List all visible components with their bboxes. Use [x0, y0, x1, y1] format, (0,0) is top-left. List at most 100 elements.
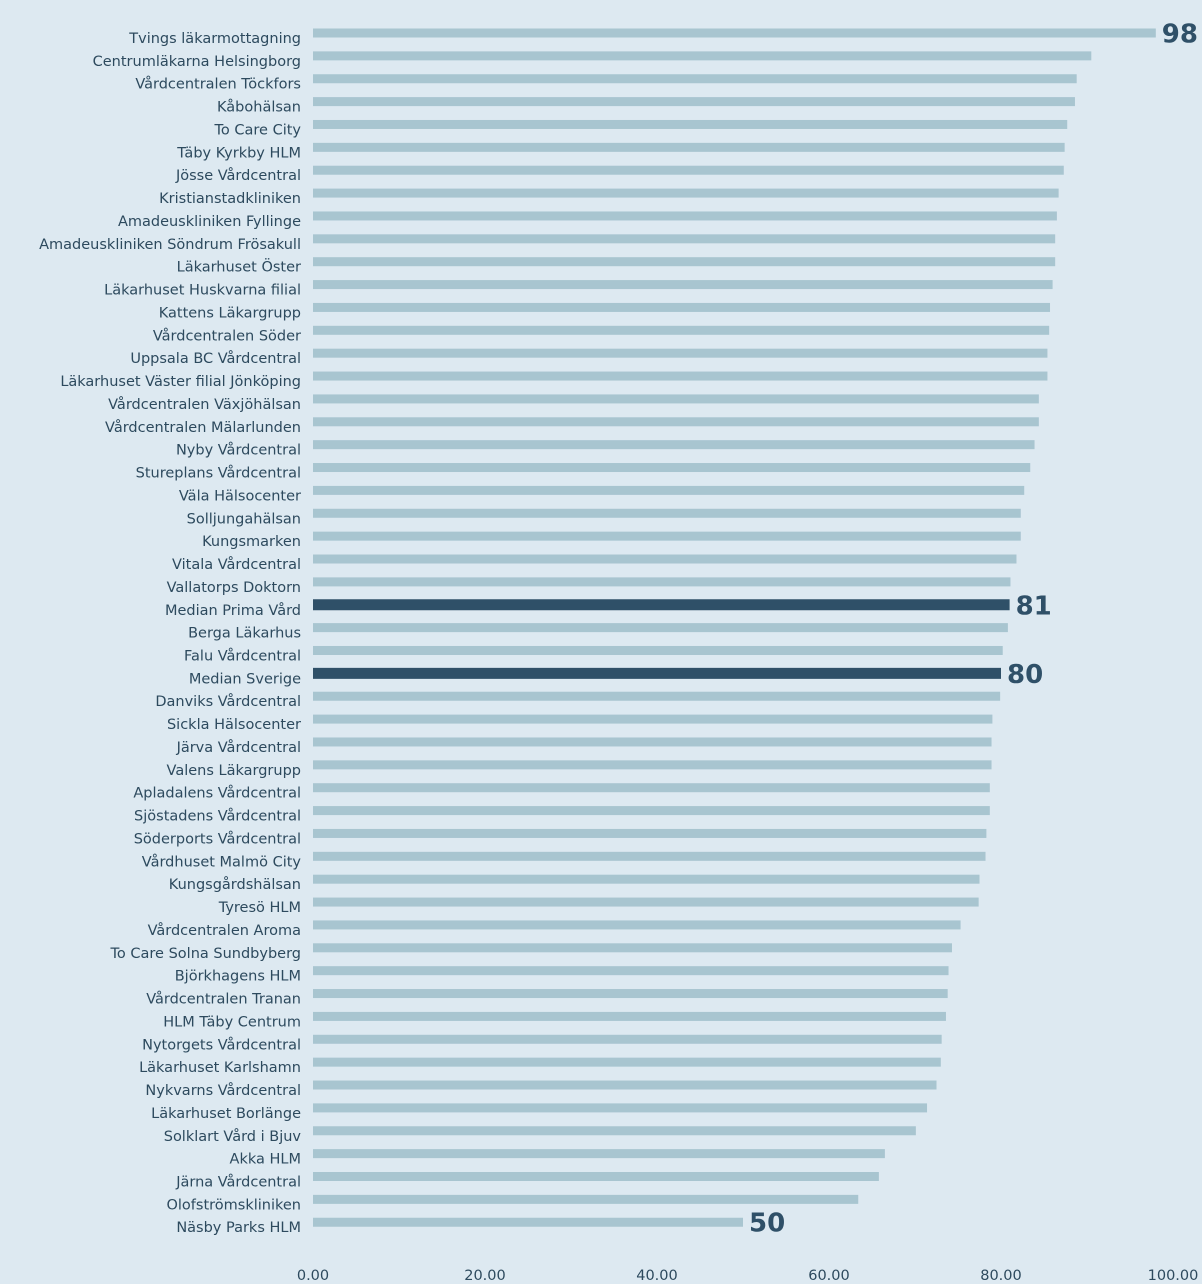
y-tick-label: Stureplans Vårdcentral [136, 465, 301, 482]
y-tick-label: Median Sverige [189, 671, 301, 687]
bar [313, 851, 986, 861]
bar [313, 623, 1008, 633]
y-tick-label: Danviks Vårdcentral [155, 693, 301, 710]
bar [313, 1057, 941, 1067]
y-tick-label: Kungsmarken [202, 534, 301, 550]
bar [313, 348, 1048, 358]
y-tick-label: To Care City [214, 122, 302, 138]
bar [313, 1217, 743, 1227]
bar [313, 234, 1056, 244]
y-tick-label: Kåbohälsan [217, 99, 301, 116]
bar [313, 1149, 885, 1159]
bar [313, 1194, 859, 1204]
bar [313, 554, 1017, 564]
bar [313, 74, 1077, 84]
value-label: 98 [1162, 20, 1198, 50]
y-tick-label: Läkarhuset Väster filial Jönköping [60, 374, 301, 390]
y-tick-label: Valens Läkargrupp [167, 763, 301, 779]
bar [313, 897, 979, 907]
bar [313, 828, 987, 838]
bar [313, 874, 980, 884]
bar [313, 371, 1048, 381]
bar [313, 508, 1021, 518]
x-tick-label: 60.00 [808, 1268, 850, 1284]
bar [313, 691, 1001, 701]
y-tick-label: Täby Kyrkby HLM [176, 145, 301, 161]
y-tick-label: Centrumläkarna Helsingborg [93, 54, 301, 70]
y-tick-label: Apladalens Vårdcentral [133, 785, 301, 802]
bar [313, 440, 1035, 450]
value-label: 50 [749, 1209, 785, 1239]
bar [313, 943, 952, 953]
bar [313, 211, 1057, 221]
x-tick-label: 40.00 [636, 1268, 678, 1284]
bar [313, 737, 992, 747]
bar [313, 806, 990, 816]
bar [313, 599, 1010, 611]
x-tick-label: 0.00 [297, 1268, 329, 1284]
y-tick-label: Vårdcentralen Aroma [148, 922, 301, 939]
y-tick-label: Läkarhuset Borlänge [151, 1106, 301, 1122]
y-tick-label: Nytorgets Vårdcentral [142, 1036, 301, 1053]
bar [313, 714, 993, 724]
y-tick-label: Vårdcentralen Töckfors [135, 76, 301, 93]
bar [313, 325, 1050, 335]
y-tick-label: Median Prima Vård [165, 602, 301, 619]
y-tick-label: Vårdcentralen Söder [153, 327, 301, 344]
y-tick-label: Läkarhuset Karlshamn [139, 1060, 301, 1076]
bar [313, 920, 961, 930]
y-tick-label: Kungsgårdshälsan [169, 876, 301, 893]
y-tick-label: Sjöstadens Vårdcentral [134, 808, 301, 825]
bar [313, 97, 1075, 107]
y-tick-label: Amadeuskliniken Söndrum Frösakull [39, 237, 301, 253]
y-tick-label: Amadeuskliniken Fyllinge [118, 214, 301, 230]
bar [313, 645, 1003, 655]
y-tick-label: Uppsala BC Vårdcentral [130, 350, 301, 367]
bar [313, 463, 1031, 473]
bar [313, 1011, 946, 1021]
bar [313, 760, 992, 770]
value-label: 80 [1007, 660, 1043, 690]
bar [313, 966, 949, 976]
bar [313, 1103, 928, 1113]
bar [313, 28, 1156, 38]
y-tick-label: Berga Läkarhus [188, 626, 301, 642]
y-tick-label: HLM Täby Centrum [163, 1014, 301, 1030]
x-tick-label: 20.00 [464, 1268, 506, 1284]
bar [313, 257, 1056, 267]
bar [313, 417, 1039, 427]
y-tick-label: Vårdcentralen Tranan [146, 991, 301, 1008]
y-tick-label: Vitala Vårdcentral [172, 556, 301, 573]
y-tick-label: Vårdcentralen Växjöhälsan [108, 396, 301, 413]
y-tick-label: To Care Solna Sundbyberg [110, 946, 301, 962]
y-tick-label: Kattens Läkargrupp [159, 305, 301, 321]
x-tick-label: 80.00 [980, 1268, 1022, 1284]
bar [313, 165, 1064, 175]
bar [313, 280, 1053, 290]
y-tick-label: Vallatorps Doktorn [167, 580, 301, 596]
bar [313, 302, 1051, 312]
bar [313, 577, 1011, 587]
bar [313, 142, 1065, 152]
y-tick-label: Nyby Vårdcentral [176, 442, 301, 459]
y-tick-label: Läkarhuset Huskvarna filial [104, 283, 301, 299]
y-tick-label: Jösse Vårdcentral [175, 167, 301, 184]
y-tick-label: Tyresö HLM [218, 900, 301, 916]
y-tick-label: Tvings läkarmottagning [128, 31, 301, 47]
bar [313, 1080, 937, 1090]
y-tick-label: Falu Vårdcentral [184, 647, 301, 664]
bar [313, 783, 990, 793]
y-tick-label: Kristianstadkliniken [159, 191, 301, 207]
y-tick-label: Sickla Hälsocenter [167, 717, 301, 733]
y-tick-label: Näsby Parks HLM [176, 1220, 301, 1236]
bar [313, 188, 1059, 198]
y-tick-label: Akka HLM [230, 1152, 301, 1168]
y-tick-label: Söderports Vårdcentral [134, 830, 301, 847]
bar [313, 51, 1092, 61]
value-label: 81 [1016, 591, 1052, 621]
y-tick-label: Solklart Vård i Bjuv [164, 1128, 302, 1145]
bar [313, 1172, 879, 1181]
x-tick-label: 100.00 [1148, 1268, 1199, 1284]
bar [313, 119, 1068, 129]
bar [313, 1034, 942, 1044]
